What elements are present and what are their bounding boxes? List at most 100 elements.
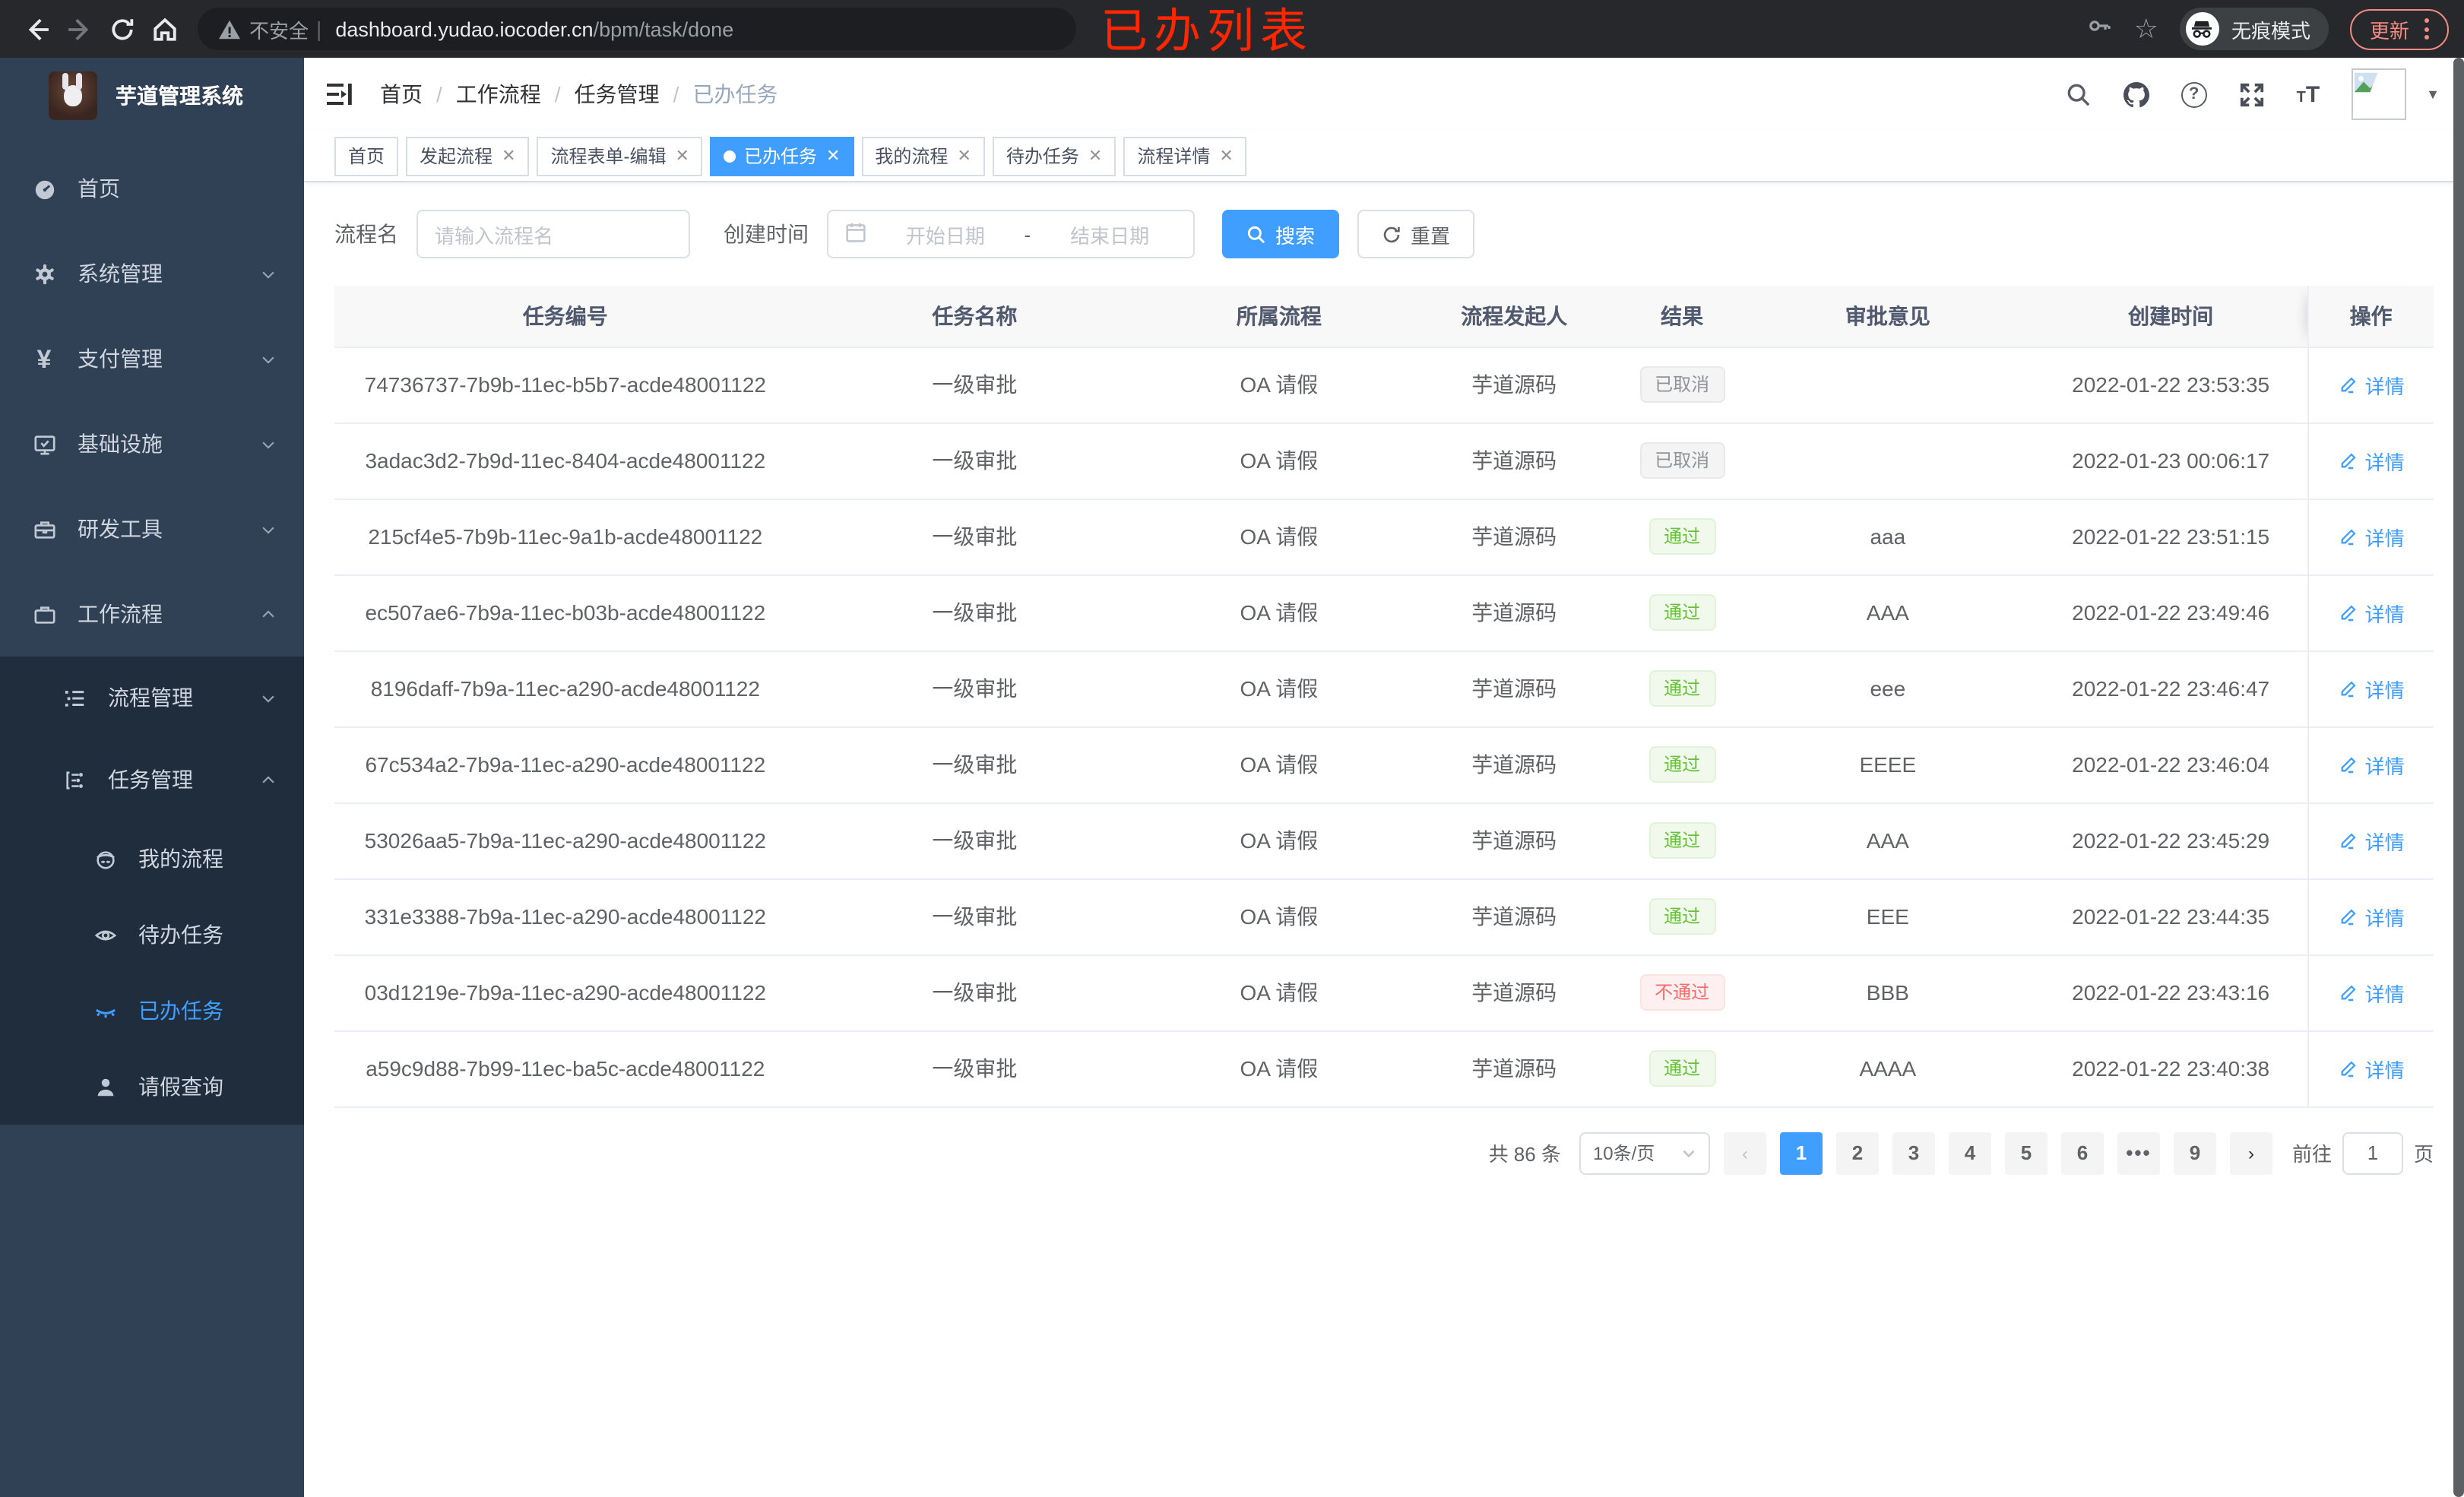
detail-button[interactable]: 详情 [2338,370,2405,399]
breadcrumb-item[interactable]: 工作流程 [455,82,541,106]
page-button-5[interactable]: 5 [2004,1131,2048,1174]
search-button[interactable]: 搜索 [1222,210,1340,258]
tab-流程表单-编辑[interactable]: 流程表单-编辑 ✕ [537,136,703,176]
edit-icon [2338,831,2358,850]
browser-update-button[interactable]: 更新 [2349,8,2449,49]
fullscreen-icon[interactable] [2239,81,2265,107]
sidebar-item-支付管理[interactable]: ¥ 支付管理 [0,316,304,401]
avatar[interactable] [2352,68,2407,120]
tab-close-icon[interactable]: ✕ [502,147,516,166]
action-cell: 详情 [2307,650,2434,727]
not-secure-warning-icon[interactable] [219,19,240,39]
tab-close-icon[interactable]: ✕ [1088,147,1103,166]
sidebar: 芋道管理系统 首页 系统管理 ¥ 支付管理 基础设施 研发工具 工作流程 流程管理任务管理我的… [0,58,304,1497]
detail-button[interactable]: 详情 [2338,902,2405,931]
detail-button[interactable]: 详情 [2338,826,2405,855]
task-id-cell: 215cf4e5-7b9b-11ec-9a1b-acde48001122 [334,498,797,575]
edit-icon [2338,375,2358,394]
sidebar-item-请假查询[interactable]: 请假查询 [0,1049,304,1125]
browser-menu-icon[interactable] [2424,18,2429,40]
page-button-9[interactable]: 9 [2173,1131,2216,1174]
page-size-select[interactable]: 10条/页 [1579,1131,1710,1174]
tab-close-icon[interactable]: ✕ [1219,147,1234,166]
total-count: 共 86 条 [1488,1143,1561,1166]
tab-首页[interactable]: 首页 [334,136,399,176]
browser-back-button[interactable] [15,8,58,50]
breadcrumb-item[interactable]: 任务管理 [574,82,660,106]
browser-forward-button[interactable] [58,8,100,50]
sidebar-item-待办任务[interactable]: 待办任务 [0,897,304,973]
browser-home-button[interactable] [143,8,185,50]
opinion-cell: AAAA [1740,1030,2035,1107]
tab-已办任务[interactable]: 已办任务 ✕ [710,136,854,176]
tab-close-icon[interactable]: ✕ [675,147,689,166]
page-button-1[interactable]: 1 [1779,1131,1823,1174]
table-row: 8196daff-7b9a-11ec-a290-acde48001122 一级审批… [334,650,2434,727]
address-bar[interactable]: 不安全 | dashboard.yudao.iocoder.cn/bpm/tas… [198,8,1076,50]
sidebar-item-我的流程[interactable]: 我的流程 [0,821,304,897]
chevron-down-icon [260,435,277,452]
page-button-3[interactable]: 3 [1892,1131,1935,1174]
tab-流程详情[interactable]: 流程详情 ✕ [1123,136,1247,176]
sidebar-item-研发工具[interactable]: 研发工具 [0,486,304,571]
help-icon[interactable]: ? [2181,81,2207,107]
tab-close-icon[interactable]: ✕ [825,147,841,166]
sidebar-item-流程管理[interactable]: 流程管理 [0,657,304,739]
sidebar-item-label: 已办任务 [138,999,223,1023]
result-cell: 通过 [1623,574,1741,651]
update-label[interactable]: 更新 [2369,19,2409,42]
detail-label: 详情 [2364,1059,2405,1081]
sidebar-item-系统管理[interactable]: 系统管理 [0,231,304,316]
chevron-up-icon [260,606,277,622]
avatar-caret-icon[interactable]: ▼ [2426,87,2440,102]
sidebar-item-label: 任务管理 [108,767,193,792]
url-path[interactable]: /bpm/task/done [593,17,734,40]
tab-待办任务[interactable]: 待办任务 ✕ [992,136,1116,176]
tab-close-icon[interactable]: ✕ [957,147,971,166]
font-size-icon[interactable]: TT [2296,81,2320,107]
opinion-cell [1740,347,2035,423]
bookmark-star-icon[interactable]: ☆ [2133,14,2158,44]
sidebar-item-已办任务[interactable]: 已办任务 [0,973,304,1049]
detail-button[interactable]: 详情 [2338,750,2405,779]
detail-label: 详情 [2364,831,2405,853]
detail-button[interactable]: 详情 [2338,674,2405,703]
page-button-2[interactable]: 2 [1835,1131,1879,1174]
breadcrumb-item[interactable]: 首页 [380,82,423,106]
sidebar-item-基础设施[interactable]: 基础设施 [0,401,304,486]
browser-refresh-button[interactable] [100,8,143,50]
create-time-range-input[interactable]: 开始日期 - 结束日期 [827,210,1195,258]
detail-button[interactable]: 详情 [2338,1054,2405,1083]
page-button-6[interactable]: 6 [2060,1131,2104,1174]
url-host[interactable]: dashboard.yudao.iocoder.cn [335,17,594,40]
detail-label: 详情 [2364,983,2405,1005]
table-row: 215cf4e5-7b9b-11ec-9a1b-acde48001122 一级审批… [334,498,2434,575]
chevron-up-icon [260,771,277,788]
detail-button[interactable]: 详情 [2338,522,2405,551]
next-page-button[interactable]: › [2229,1131,2272,1174]
security-label[interactable]: 不安全 [249,19,309,42]
sidebar-item-工作流程[interactable]: 工作流程 [0,571,304,657]
tab-发起流程[interactable]: 发起流程 ✕ [406,136,530,176]
prev-page-button[interactable]: ‹ [1723,1131,1766,1174]
scrollbar-thumb[interactable] [2453,58,2464,1497]
detail-button[interactable]: 详情 [2338,598,2405,627]
key-icon[interactable] [2086,11,2113,46]
app-logo-row[interactable]: 芋道管理系统 [0,58,304,134]
process-name-input[interactable]: 请输入流程名 [416,210,690,258]
page-button-4[interactable]: 4 [1948,1131,1991,1174]
sidebar-collapse-icon[interactable] [325,79,356,109]
reset-button[interactable]: 重置 [1357,210,1475,258]
tab-我的流程[interactable]: 我的流程 ✕ [861,136,985,176]
github-icon[interactable] [2123,81,2149,107]
search-icon[interactable] [2066,81,2092,107]
sidebar-item-首页[interactable]: 首页 [0,146,304,231]
more-pages-button[interactable]: ••• [2117,1131,2160,1174]
detail-button[interactable]: 详情 [2338,446,2405,475]
goto-page-input[interactable]: 1 [2342,1131,2403,1174]
detail-button[interactable]: 详情 [2338,978,2405,1007]
created-time-cell: 2022-01-22 23:53:35 [2035,347,2308,423]
task-name-cell: 一级审批 [796,954,1154,1031]
sidebar-item-任务管理[interactable]: 任务管理 [0,739,304,821]
column-header-任务编号: 任务编号 [334,286,797,347]
